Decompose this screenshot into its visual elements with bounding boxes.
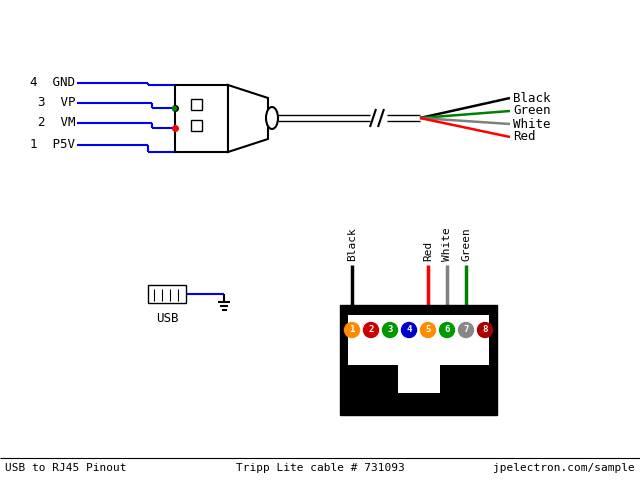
Text: 3: 3 (387, 325, 393, 335)
Text: 7: 7 (463, 325, 468, 335)
Text: Red: Red (513, 131, 536, 144)
Circle shape (458, 323, 474, 337)
Text: USB to RJ45 Pinout: USB to RJ45 Pinout (5, 463, 127, 473)
Circle shape (383, 323, 397, 337)
Text: 4  GND: 4 GND (30, 76, 75, 89)
Text: Green: Green (461, 227, 471, 261)
Ellipse shape (266, 107, 278, 129)
Polygon shape (175, 85, 228, 152)
Text: USB: USB (156, 312, 179, 325)
Text: Green: Green (513, 105, 550, 118)
Text: 2: 2 (368, 325, 374, 335)
Text: Black: Black (513, 92, 550, 105)
Circle shape (440, 323, 454, 337)
Text: 2  VM: 2 VM (38, 117, 75, 130)
Circle shape (364, 323, 378, 337)
Text: White: White (513, 118, 550, 131)
Text: White: White (442, 227, 452, 261)
Text: Red: Red (423, 241, 433, 261)
Circle shape (344, 323, 360, 337)
Text: Tripp Lite cable # 731093: Tripp Lite cable # 731093 (236, 463, 404, 473)
Text: 1  P5V: 1 P5V (30, 139, 75, 152)
Text: 8: 8 (483, 325, 488, 335)
Polygon shape (340, 305, 497, 415)
Text: jpelectron.com/sample: jpelectron.com/sample (493, 463, 635, 473)
Polygon shape (348, 315, 489, 393)
Text: 5: 5 (426, 325, 431, 335)
Circle shape (401, 323, 417, 337)
Circle shape (420, 323, 435, 337)
Text: 3  VP: 3 VP (38, 96, 75, 109)
Polygon shape (228, 85, 268, 152)
Text: Black: Black (347, 227, 357, 261)
Circle shape (477, 323, 493, 337)
Text: 1: 1 (349, 325, 355, 335)
Text: 4: 4 (406, 325, 412, 335)
Text: 6: 6 (444, 325, 450, 335)
